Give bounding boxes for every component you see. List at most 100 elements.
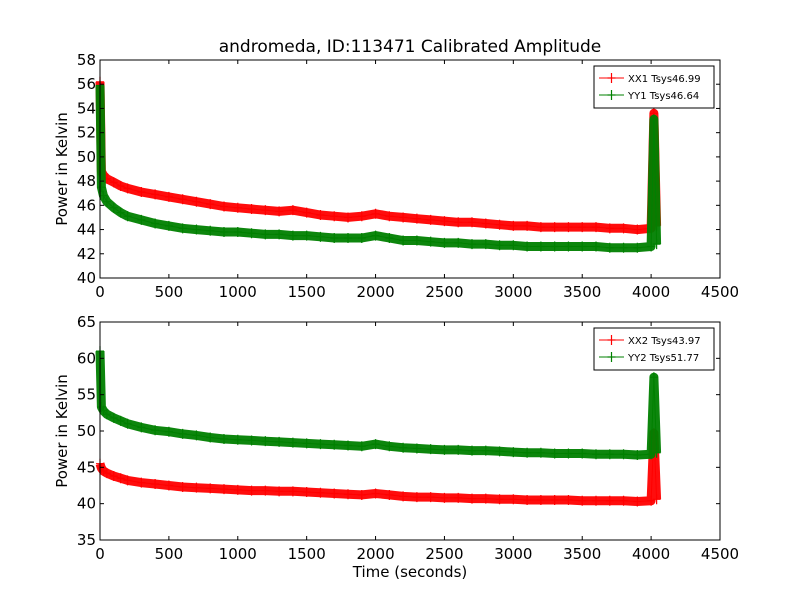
data-point [233,484,242,495]
data-point [454,444,463,455]
data-point [592,449,600,460]
data-point [385,211,394,222]
data-point [550,495,559,506]
data-point [192,430,201,441]
data-point [206,199,215,210]
data-point [523,495,532,506]
data-point [247,435,256,446]
legend: XX2 Tsys43.97 YY2 Tsys51.77 [593,327,715,371]
data-point [371,208,380,219]
data-point [330,211,339,222]
data-point [151,218,160,229]
data-point [619,449,628,460]
data-point [192,482,201,493]
data-point [275,436,284,447]
data-point [192,224,201,235]
data-point [426,236,435,247]
data-point [316,487,325,498]
data-point [275,206,284,217]
x-tick-label: 500 [155,283,184,301]
data-point [495,446,504,457]
data-point [288,486,297,497]
data-point [440,216,449,227]
data-point [109,177,118,188]
data-point [592,222,600,233]
data-point [412,213,421,224]
data-point [330,233,339,244]
series-2 [95,80,662,253]
data-point [649,372,658,383]
chart-1: 0 500 1000 1500 2000 2500 3000 3500 4000 4500 40 42… [53,51,739,301]
legend-entry: YY2 Tsys51.77 [599,352,699,364]
data-point [316,231,325,242]
data-point [536,222,545,233]
x-tick-label: 4500 [701,545,739,563]
data-point [592,495,600,506]
data-point [619,495,628,506]
legend-label: YY1 Tsys46.64 [627,91,699,102]
data-point [220,201,228,212]
x-axis-label: Time (seconds) [352,563,468,581]
data-point [509,220,518,231]
y-axis-label: Power in Kelvin [53,374,71,488]
legend-marker [607,73,616,83]
data-point [523,447,532,458]
plots-layer: 0 500 1000 1500 2000 2500 3000 3500 4000 45004042… [53,51,739,581]
data-point [468,445,476,456]
x-tick-label: 1000 [219,545,257,563]
data-point [302,438,311,449]
x-tick-label: 2500 [425,283,463,301]
data-point [261,229,270,240]
data-point [481,493,490,504]
data-point [357,233,366,244]
data-point [344,440,352,451]
y-tick-label: 56 [77,75,96,93]
plot-frame [99,59,721,279]
data-point [412,492,421,503]
y-tick-label: 48 [77,172,96,190]
data-point [302,207,311,218]
data-point [302,230,311,241]
data-point [178,194,187,205]
data-point [109,412,118,423]
x-tick-label: 0 [95,545,105,563]
data-point [247,228,256,239]
legend: XX1 Tsys46.99 YY1 Tsys46.64 [593,65,715,109]
data-point [468,493,476,504]
data-point [164,220,173,231]
x-tick-label: 2000 [356,283,394,301]
data-point [344,212,352,223]
data-point [102,409,111,420]
y-tick-label: 45 [77,458,96,476]
data-point [605,495,614,506]
data-point [275,229,284,240]
chart-2: 0 500 1000 1500 2000 2500 3000 3500 4000 4500 35 40… [53,313,739,581]
data-point [233,202,242,213]
x-tick-label: 4000 [632,283,670,301]
data-point [647,495,656,506]
x-tick-label: 1000 [219,283,257,301]
data-point [302,487,311,498]
data-point [454,237,463,248]
data-point [468,217,476,228]
data-point [385,441,394,452]
data-point [495,240,504,251]
data-point [344,489,352,500]
data-point [206,225,215,236]
y-tick-label: 46 [77,196,96,214]
data-point [316,439,325,450]
data-point [605,242,614,253]
y-axis-label: Power in Kelvin [53,112,71,226]
data-point [633,224,642,235]
y-tick-label: 50 [77,148,96,166]
legend-label: YY2 Tsys51.77 [627,353,699,364]
data-point [178,223,187,234]
x-tick-label: 2000 [356,545,394,563]
data-point [412,235,421,246]
data-point [481,445,490,456]
data-point [647,449,656,460]
series-1 [95,428,662,507]
data-point [116,180,125,191]
data-point [619,242,628,253]
data-point [633,242,642,253]
